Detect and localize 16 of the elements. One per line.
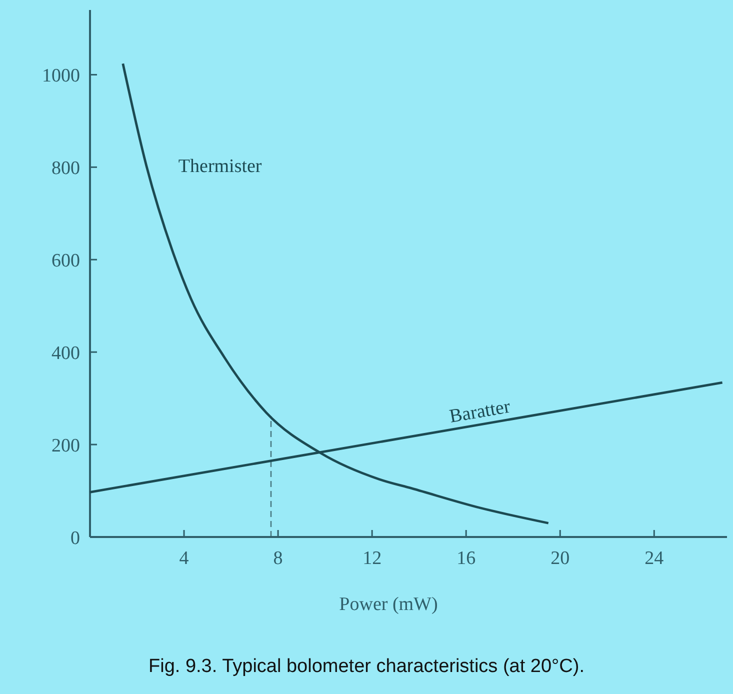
y-tick-label: 600 <box>52 250 80 272</box>
y-tick-label: 1000 <box>42 66 80 87</box>
y-tick-label: 0 <box>70 528 80 549</box>
x-tick-label: 20 <box>550 548 570 569</box>
x-tick-label: 4 <box>179 548 190 569</box>
y-tick-label: 200 <box>52 436 80 457</box>
x-tick-label: 12 <box>362 548 382 569</box>
x-tick-label: 16 <box>456 548 476 569</box>
x-tick-label: 24 <box>644 548 664 569</box>
x-tick-label: 8 <box>273 548 283 569</box>
y-tick-label: 800 <box>52 158 80 180</box>
text: Baratter <box>448 396 512 428</box>
x-axis-title: Power (mW) <box>339 594 438 615</box>
caption: Fig. 9.3. Typical bolometer characteristics (at 20°C). <box>148 656 584 677</box>
series-label: Thermister <box>178 156 262 177</box>
y-tick-label: 400 <box>52 343 80 364</box>
